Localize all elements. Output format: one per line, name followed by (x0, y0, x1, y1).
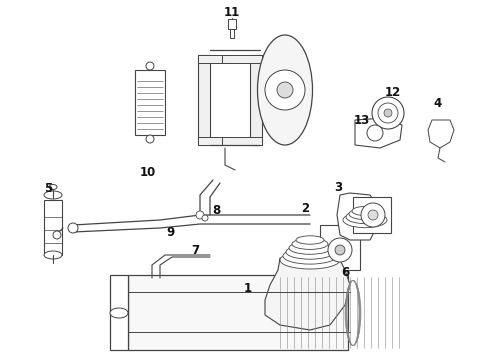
Text: 8: 8 (212, 203, 220, 216)
Ellipse shape (280, 251, 340, 269)
Bar (198, 55, 210, 145)
Circle shape (146, 62, 154, 70)
Text: 2: 2 (301, 202, 309, 215)
Circle shape (361, 203, 385, 227)
Circle shape (53, 231, 61, 239)
Circle shape (68, 223, 78, 233)
Text: 9: 9 (166, 225, 174, 239)
Bar (353, 197, 391, 233)
Ellipse shape (44, 191, 62, 199)
Ellipse shape (346, 210, 384, 224)
Bar (228, 19, 236, 29)
Polygon shape (428, 120, 454, 148)
Bar (250, 55, 262, 145)
Circle shape (328, 238, 352, 262)
Ellipse shape (110, 308, 128, 318)
Bar (128, 275, 348, 350)
Ellipse shape (49, 185, 57, 189)
Ellipse shape (349, 208, 381, 220)
Circle shape (367, 125, 383, 141)
Circle shape (196, 211, 204, 219)
Text: 13: 13 (354, 113, 370, 126)
Bar (135, 70, 165, 135)
Bar (110, 275, 128, 350)
Polygon shape (355, 118, 402, 148)
Circle shape (265, 70, 305, 110)
Bar (222, 55, 262, 63)
Circle shape (384, 109, 392, 117)
Ellipse shape (258, 35, 313, 145)
Text: 1: 1 (244, 282, 252, 294)
Text: 4: 4 (434, 96, 442, 109)
Text: 5: 5 (44, 181, 52, 194)
Circle shape (335, 245, 345, 255)
Circle shape (372, 97, 404, 129)
Ellipse shape (44, 251, 62, 259)
Text: 11: 11 (224, 5, 240, 18)
Ellipse shape (343, 212, 387, 228)
Circle shape (202, 215, 208, 221)
Bar (222, 137, 262, 145)
Circle shape (368, 210, 378, 220)
Circle shape (277, 82, 293, 98)
Text: 6: 6 (341, 266, 349, 279)
Text: 10: 10 (140, 166, 156, 179)
Bar (44, 200, 62, 255)
Circle shape (378, 103, 398, 123)
Bar (198, 137, 228, 145)
Text: 7: 7 (191, 243, 199, 256)
Polygon shape (337, 193, 383, 240)
Ellipse shape (292, 239, 328, 249)
Ellipse shape (296, 236, 324, 244)
Ellipse shape (352, 206, 378, 216)
Polygon shape (265, 258, 350, 330)
Bar (230, 29, 234, 38)
Bar (320, 225, 360, 270)
Ellipse shape (289, 242, 331, 254)
Ellipse shape (286, 245, 334, 259)
Text: 3: 3 (334, 180, 342, 194)
Bar (198, 55, 228, 63)
Text: 12: 12 (385, 86, 401, 99)
Circle shape (146, 135, 154, 143)
Ellipse shape (283, 248, 337, 264)
